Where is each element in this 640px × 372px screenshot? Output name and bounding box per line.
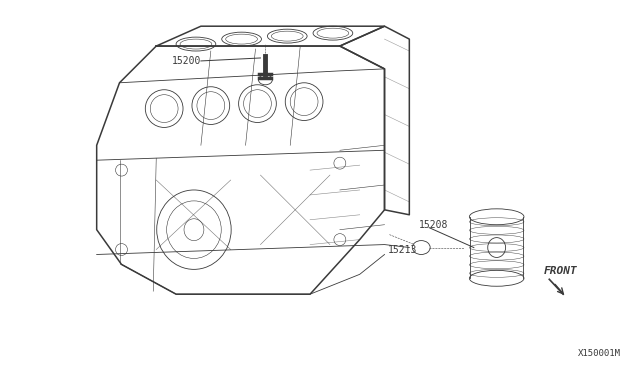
Text: 15200: 15200 — [172, 56, 201, 66]
Text: X150001M: X150001M — [578, 349, 621, 358]
Text: FRONT: FRONT — [543, 266, 577, 276]
Text: 15208: 15208 — [419, 220, 449, 230]
Text: 15213: 15213 — [387, 244, 417, 254]
